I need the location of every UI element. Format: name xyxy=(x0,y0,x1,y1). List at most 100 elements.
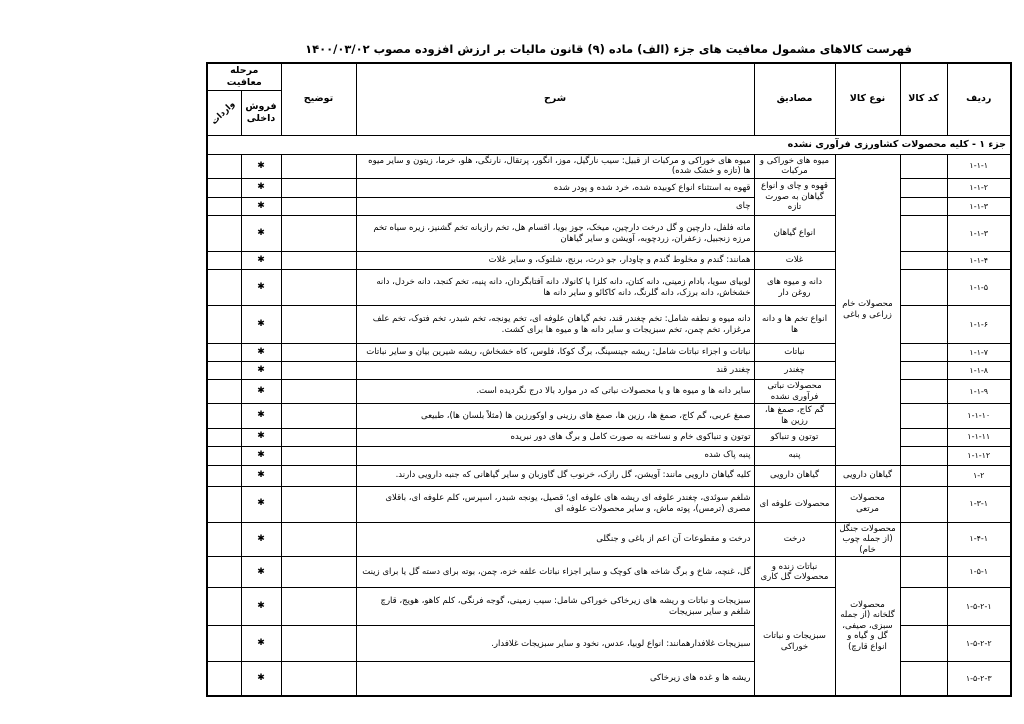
varedat-cell xyxy=(206,625,242,663)
col-header-marhale-moafiat: مرحله معافیت xyxy=(206,62,282,91)
table-row: ۱-۱-۶ انواع تخم ها و دانه ها دانه میوه و… xyxy=(206,305,1012,344)
kod-kala-cell xyxy=(899,251,948,270)
sharh-cell: سایر دانه ها و میوه ها و یا محصولات نبات… xyxy=(355,378,755,405)
touzih-cell xyxy=(280,485,357,523)
nou-kala-cell: گیاهان دارویی xyxy=(834,464,901,487)
masadiq-cell: دانه و میوه های روغن دار xyxy=(753,269,836,306)
masadiq-cell: انواع تخم ها و دانه ها xyxy=(753,305,836,344)
kod-kala-cell xyxy=(899,178,948,198)
varedat-cell xyxy=(206,427,242,447)
col-header-nou-kala: نوع کالا xyxy=(834,62,901,136)
kod-kala-cell xyxy=(899,464,948,487)
touzih-cell xyxy=(280,378,357,405)
row-id: ۱-۵-۲-۱ xyxy=(946,587,1012,627)
kod-kala-cell xyxy=(899,485,948,523)
section-header-row: جزء ۱ - کلیه محصولات کشاورزی فرآوری نشده xyxy=(206,134,1012,155)
masadiq-cell: توتون و تنباکو xyxy=(753,427,836,447)
row-id: ۱-۱-۳ xyxy=(946,197,1012,216)
masadiq-cell: گیاهان دارویی xyxy=(753,464,836,487)
varedat-cell xyxy=(206,521,242,558)
varedat-cell xyxy=(206,464,242,487)
masadiq-cell: درخت xyxy=(753,521,836,558)
table-row: ۱-۵-۱ محصولات گلخانه (از جمله سبزی، صیفی… xyxy=(206,556,1012,697)
exemption-star: ✱ xyxy=(240,361,282,380)
page-title: فهرست کالاهای مشمول معافیت های جزء (الف)… xyxy=(305,42,912,56)
masadiq-cell: نباتات xyxy=(753,343,836,362)
sharh-cell: شلغم سوئدی، چغندر علوفه ای ریشه های علوف… xyxy=(355,485,755,523)
col-header-masadiq: مصادیق xyxy=(753,62,836,136)
touzih-cell xyxy=(280,556,357,589)
kod-kala-cell xyxy=(899,587,948,627)
row-id: ۱-۵-۱ xyxy=(946,556,1012,589)
nou-kala-cell: محصولات مرتعی xyxy=(834,485,901,523)
sharh-cell: گل، غنچه، شاخ و برگ شاخه های کوچک و سایر… xyxy=(355,556,755,589)
sharh-cell: میوه های خوراکی و مرکبات از قبیل: سیب نا… xyxy=(355,153,755,180)
row-id: ۱-۱-۲ xyxy=(946,178,1012,198)
col-header-varedat: واردات xyxy=(206,89,242,136)
touzih-cell xyxy=(280,521,357,558)
varedat-cell xyxy=(206,403,242,429)
sharh-cell: توتون و تنباکوی خام و نساخته به صورت کام… xyxy=(355,427,755,447)
sharh-cell: لوبیای سویا، بادام زمینی، دانه کتان، دان… xyxy=(355,269,755,306)
exemption-star: ✱ xyxy=(240,378,282,405)
varedat-cell xyxy=(206,556,242,589)
varedat-cell xyxy=(206,269,242,306)
kod-kala-cell xyxy=(899,625,948,663)
row-id: ۱-۱-۳ xyxy=(946,215,1012,252)
row-id: ۱-۱-۱ xyxy=(946,153,1012,180)
nou-kala-group: محصولات گلخانه (از جمله سبزی، صیفی، گل و… xyxy=(834,556,901,697)
exemption-star: ✱ xyxy=(240,153,282,180)
varedat-cell xyxy=(206,378,242,405)
table-row: ۱-۱-۳ انواع گیاهان ماته فلفل، دارچین و گ… xyxy=(206,215,1012,252)
kod-kala-cell xyxy=(899,556,948,589)
sharh-cell: صمغ عربی، گم کاج، صمغ ها، رزین ها، صمغ ه… xyxy=(355,403,755,429)
touzih-cell xyxy=(280,305,357,344)
exemption-star: ✱ xyxy=(240,343,282,362)
masadiq-cell: نباتات زنده و محصولات گل کاری xyxy=(753,556,836,589)
row-id: ۱-۱-۴ xyxy=(946,251,1012,270)
exemption-star: ✱ xyxy=(240,445,282,466)
exemption-star: ✱ xyxy=(240,625,282,663)
varedat-cell xyxy=(206,343,242,362)
col-header-kod-kala: کد کالا xyxy=(899,62,948,136)
exemption-star: ✱ xyxy=(240,587,282,627)
table-row: ۱-۳-۱ محصولات مرتعی محصولات علوفه ای شلغ… xyxy=(206,485,1012,523)
masadiq-cell: قهوه و چای و انواع گیاهان به صورت تازه xyxy=(753,178,836,216)
exemption-star: ✱ xyxy=(240,403,282,429)
sharh-cell: دانه میوه و نطفه شامل: تخم چغندر قند، تخ… xyxy=(355,305,755,344)
col-header-radif: ردیف xyxy=(946,62,1012,136)
touzih-cell xyxy=(280,215,357,252)
exemption-star: ✱ xyxy=(240,197,282,216)
exemption-star: ✱ xyxy=(240,215,282,252)
exemption-star: ✱ xyxy=(240,251,282,270)
table-row: ۱-۵-۲-۲ سبزیجات غلافدارهمانند: انواع لوب… xyxy=(206,625,1012,663)
row-id: ۱-۱-۱۰ xyxy=(946,403,1012,429)
varedat-cell xyxy=(206,197,242,216)
table-row: ۱-۱-۸ چغندر چغندر قند ✱ xyxy=(206,361,1012,380)
row-id: ۱-۴-۱ xyxy=(946,521,1012,558)
varedat-cell xyxy=(206,445,242,466)
touzih-cell xyxy=(280,587,357,627)
touzih-cell xyxy=(280,197,357,216)
varedat-cell xyxy=(206,305,242,344)
sharh-cell: سبزیجات غلافدارهمانند: انواع لوبیا، عدس،… xyxy=(355,625,755,663)
touzih-cell xyxy=(280,361,357,380)
section-title: جزء ۱ - کلیه محصولات کشاورزی فرآوری نشده xyxy=(206,134,1012,155)
row-id: ۱-۱-۱۲ xyxy=(946,445,1012,466)
varedat-cell xyxy=(206,215,242,252)
exemption-star: ✱ xyxy=(240,427,282,447)
sharh-cell: درخت و مقطوعات آن اعم از باغی و جنگلی xyxy=(355,521,755,558)
table-row: ۱-۴-۱ محصولات جنگل (از جمله چوب خام) درخ… xyxy=(206,521,1012,558)
masadiq-cell: میوه های خوراکی و مرکبات xyxy=(753,153,836,180)
nou-kala-group: محصولات خام زراعی و باغی xyxy=(834,153,901,466)
exemption-star: ✱ xyxy=(240,464,282,487)
table-row: ۱-۱-۹ محصولات نباتی فرآوری نشده سایر دان… xyxy=(206,378,1012,405)
sharh-cell: چغندر قند xyxy=(355,361,755,380)
touzih-cell xyxy=(280,269,357,306)
sharh-cell: ماته فلفل، دارچین و گل درخت دارچین، میخک… xyxy=(355,215,755,252)
row-id: ۱-۱-۹ xyxy=(946,378,1012,405)
table-row: ۱-۲ گیاهان دارویی گیاهان دارویی کلیه گیا… xyxy=(206,464,1012,487)
exemption-star: ✱ xyxy=(240,178,282,198)
header-row: ردیف کد کالا نوع کالا مصادیق شرح توضیح م… xyxy=(206,62,1012,136)
table-row: ۱-۱-۱۰ گم کاج، صمغ ها، رزین ها صمغ عربی،… xyxy=(206,403,1012,429)
